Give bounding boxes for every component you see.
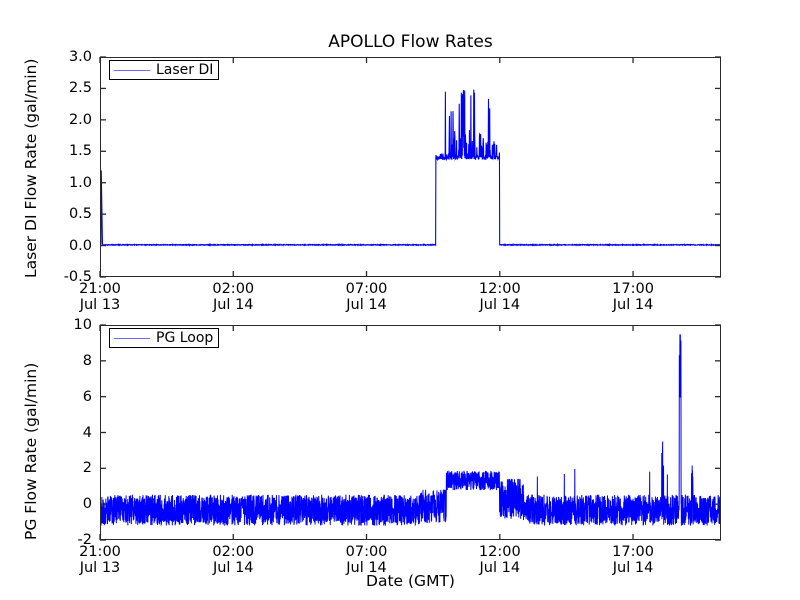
top-plot-legend: Laser DI xyxy=(109,60,220,80)
xtick-label: 07:00 Jul 14 xyxy=(345,281,388,313)
xtick-time: 21:00 xyxy=(79,281,121,297)
xtick-label: 02:00 Jul 14 xyxy=(212,281,255,313)
bottom-plot-data-line xyxy=(101,334,720,527)
xtick-label: 21:00 Jul 13 xyxy=(79,281,121,313)
xtick-date: Jul 14 xyxy=(612,296,654,313)
top-plot-tickmarks xyxy=(99,56,721,278)
xtick-time: 17:00 xyxy=(612,544,654,560)
ytick-label: 8 xyxy=(82,352,92,369)
legend-label-pg-loop: PG Loop xyxy=(156,330,214,346)
ytick-label: 2 xyxy=(82,460,92,477)
xtick-label: 17:00 Jul 14 xyxy=(612,544,654,576)
chart-title: APOLLO Flow Rates xyxy=(328,32,493,52)
xaxis-label: Date (GMT) xyxy=(366,572,455,590)
xtick-time: 02:00 xyxy=(212,281,255,297)
xtick-time: 17:00 xyxy=(612,281,654,297)
top-plot-axes xyxy=(100,57,721,277)
xtick-label: 12:00 Jul 14 xyxy=(478,544,521,576)
laser-di-trace xyxy=(101,89,720,248)
ytick-label: 2.5 xyxy=(68,80,92,97)
xtick-date: Jul 14 xyxy=(479,559,521,576)
xtick-label: 02:00 Jul 14 xyxy=(212,544,255,576)
xtick-time: 07:00 xyxy=(345,544,388,560)
ytick-label: 1.5 xyxy=(68,143,92,160)
xtick-label: 21:00 Jul 13 xyxy=(79,544,121,576)
xtick-time: 02:00 xyxy=(212,544,255,560)
xtick-date: Jul 14 xyxy=(479,296,521,313)
xtick-time: 07:00 xyxy=(345,281,388,297)
bottom-plot-axes xyxy=(100,325,721,540)
xtick-date: Jul 14 xyxy=(212,559,254,576)
xtick-label: 12:00 Jul 14 xyxy=(478,281,521,313)
ytick-label: -2 xyxy=(77,532,92,548)
xtick-label: 07:00 Jul 14 xyxy=(345,544,388,576)
xtick-date: Jul 14 xyxy=(346,296,387,313)
xtick-time: 12:00 xyxy=(478,544,521,560)
xtick-time: 21:00 xyxy=(79,544,121,560)
legend-label-laser-di: Laser DI xyxy=(156,62,214,78)
ytick-label: 0.5 xyxy=(68,206,92,223)
xtick-date: Jul 13 xyxy=(79,559,121,576)
pg-loop-trace xyxy=(101,334,720,527)
ytick-label: 10 xyxy=(73,317,92,333)
ytick-label: 0 xyxy=(82,496,92,513)
ytick-label: 0.0 xyxy=(68,237,92,254)
xtick-date: Jul 14 xyxy=(212,296,254,313)
bottom-plot-legend: PG Loop xyxy=(109,328,220,348)
top-plot-data-line xyxy=(101,89,720,248)
xtick-date: Jul 14 xyxy=(612,559,654,576)
ytick-label: 2.0 xyxy=(68,111,92,128)
xtick-label: 17:00 Jul 14 xyxy=(612,281,654,313)
ytick-label: -0.5 xyxy=(63,269,92,285)
xtick-date: Jul 14 xyxy=(346,559,387,576)
ytick-label: 3.0 xyxy=(68,49,92,65)
bottom-plot-tickmarks xyxy=(99,324,721,541)
ytick-label: 6 xyxy=(82,388,92,405)
ytick-label: 4 xyxy=(82,424,92,441)
ytick-label: 1.0 xyxy=(68,174,92,191)
xtick-time: 12:00 xyxy=(478,281,521,297)
xtick-date: Jul 13 xyxy=(79,296,121,313)
legend-line-swatch xyxy=(114,337,150,339)
legend-line-swatch xyxy=(114,69,150,71)
